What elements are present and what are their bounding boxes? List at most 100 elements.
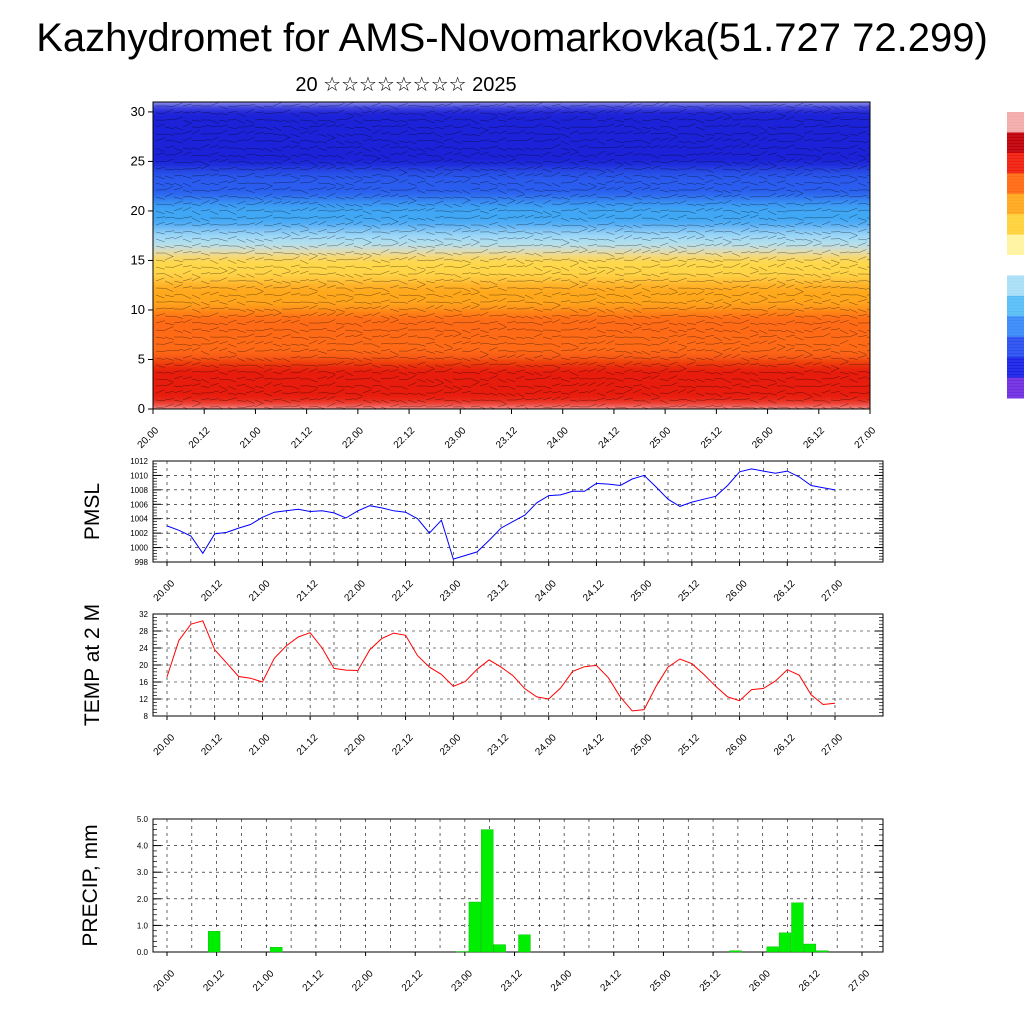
wind-vector (650, 175, 660, 180)
wind-vector (290, 343, 300, 346)
chart-title: Kazhydromet for AMS-Novomarkovka(51.727 … (36, 16, 988, 60)
wind-vector (848, 343, 858, 348)
wind-vector (254, 257, 264, 261)
wind-vector (371, 210, 381, 212)
wind-vector (182, 368, 192, 373)
wind-vector (470, 301, 480, 306)
wind-vector (335, 375, 345, 380)
wind-vector (542, 349, 552, 352)
wind-vector (713, 242, 723, 247)
wind-vector (722, 396, 732, 401)
wind-vector (425, 160, 435, 163)
wind-vector (344, 287, 354, 292)
wind-vector (749, 315, 759, 319)
wind-vector (164, 378, 174, 383)
wind-vector (299, 168, 309, 171)
wind-vector (326, 382, 336, 387)
wind-vector (722, 210, 732, 212)
wind-vector (209, 210, 219, 215)
wind-vector (443, 146, 453, 149)
wind-vector (497, 364, 507, 366)
wind-vector (866, 364, 870, 366)
wind-vector (164, 326, 174, 331)
wind-vector (812, 111, 822, 114)
wind-vector (605, 110, 615, 114)
wind-vector (254, 319, 264, 324)
wind-vector (209, 300, 219, 303)
wind-vector (560, 315, 570, 319)
wind-vector (380, 369, 390, 373)
wind-vector (452, 252, 462, 256)
wind-vector (317, 229, 327, 233)
wind-vector (578, 201, 588, 205)
wind-vector (425, 139, 435, 142)
wind-vector (677, 154, 687, 158)
wind-vector (218, 294, 228, 298)
wind-vector (551, 224, 561, 227)
wind-vector (290, 201, 300, 205)
x-tick-label: 26.00 (747, 968, 773, 994)
wind-vector (524, 336, 534, 339)
wind-vector (470, 161, 480, 164)
wind-vector (488, 201, 498, 205)
wind-vector (785, 230, 795, 233)
wind-vector (389, 166, 399, 170)
wind-vector (407, 364, 417, 369)
wind-vector (434, 223, 444, 226)
wind-vector (722, 189, 732, 194)
wind-vector (488, 126, 498, 129)
wind-vector (488, 231, 498, 235)
wind-vector (416, 180, 426, 184)
wind-vector (641, 273, 651, 277)
wind-vector (164, 315, 174, 317)
wind-vector (623, 308, 633, 313)
wind-vector (362, 196, 372, 199)
wind-vector (848, 273, 858, 277)
wind-vector (380, 299, 390, 303)
wind-vector (866, 153, 870, 156)
wind-vector (740, 125, 750, 128)
wind-vector (794, 238, 804, 241)
wind-vector (155, 389, 165, 394)
wind-vector (353, 237, 363, 240)
wind-vector (371, 124, 381, 128)
wind-vector (425, 245, 435, 248)
wind-vector (695, 236, 705, 240)
wind-vector (731, 144, 741, 149)
wind-vector (452, 308, 462, 313)
wind-vector (308, 194, 318, 198)
wind-vector (272, 383, 282, 387)
wind-vector (776, 175, 786, 179)
wind-vector (272, 119, 282, 122)
wind-vector (272, 171, 282, 177)
wind-vector (857, 376, 867, 380)
wind-vector (254, 187, 264, 191)
wind-vector (605, 266, 615, 270)
wind-vector (461, 322, 471, 324)
wind-vector (560, 266, 570, 272)
wind-vector (362, 256, 372, 261)
wind-vector (623, 361, 633, 366)
wind-vector (623, 146, 633, 149)
wind-vector (452, 180, 462, 184)
wind-vector (335, 273, 345, 277)
wind-vector (812, 362, 822, 366)
wind-vector (515, 117, 525, 121)
wind-vector (569, 347, 579, 352)
wind-vector (479, 168, 489, 171)
wind-vector (740, 371, 750, 375)
wind-vector (821, 390, 831, 394)
wind-vector (632, 119, 642, 124)
wind-vector (857, 350, 867, 355)
wind-vector (641, 126, 651, 130)
wind-vector (317, 119, 327, 122)
wind-vector (776, 166, 786, 170)
wind-vector (470, 109, 480, 114)
wind-vector (749, 334, 759, 338)
x-tick-label: 21.00 (247, 578, 273, 604)
wind-vector (524, 126, 534, 128)
wind-vector (308, 291, 318, 296)
wind-vector (479, 280, 489, 283)
colorbar-swatch (1007, 152, 1024, 174)
pmsl-line (166, 468, 836, 560)
